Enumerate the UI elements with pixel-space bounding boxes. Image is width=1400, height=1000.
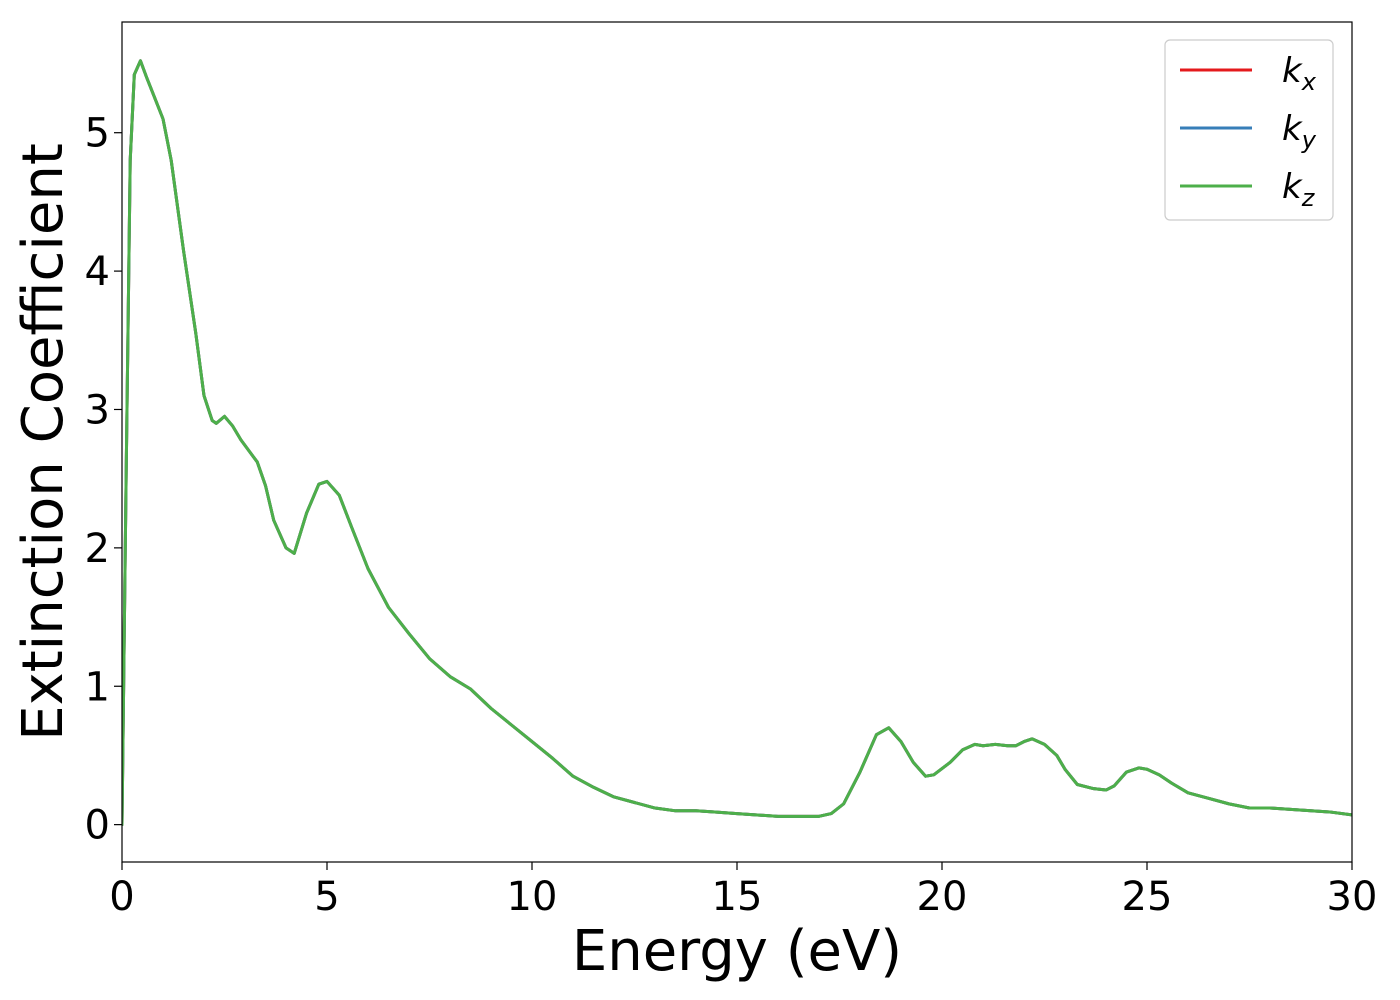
legend-entry-kx: kx (1180, 51, 1317, 96)
y-tick-label: 3 (85, 387, 110, 433)
y-axis-title: Extinction Coefficient (11, 143, 76, 741)
legend-label-subscript: y (1301, 126, 1317, 154)
legend-label-subscript: x (1301, 68, 1317, 96)
legend-label-subscript: z (1301, 184, 1316, 212)
legend-label-base: k (1282, 167, 1303, 207)
y-tick-label: 0 (85, 803, 110, 849)
x-tick-label: 25 (1122, 874, 1173, 920)
x-tick-label: 0 (109, 874, 134, 920)
legend-label: kz (1282, 167, 1316, 212)
legend-label-base: k (1282, 109, 1303, 149)
y-tick-label: 1 (85, 664, 110, 710)
x-tick-label: 30 (1327, 874, 1378, 920)
x-tick-label: 20 (917, 874, 968, 920)
legend-label-base: k (1282, 51, 1303, 91)
x-tick-label: 15 (712, 874, 763, 920)
y-tick-label: 2 (85, 526, 110, 572)
series-layer (122, 59, 1352, 827)
y-axis-ticks: 0 1 2 3 4 5 (85, 111, 122, 849)
series-line-kz (122, 59, 1352, 827)
legend-entry-ky: ky (1180, 109, 1317, 154)
y-tick-label: 5 (85, 111, 110, 157)
legend-box (1164, 39, 1334, 221)
legend-label: ky (1282, 109, 1317, 154)
legend-entry-kz: kz (1180, 167, 1316, 212)
x-axis-title: Energy (eV) (572, 919, 902, 984)
x-tick-label: 10 (507, 874, 558, 920)
y-tick-label: 4 (85, 249, 110, 295)
x-axis-ticks: 0 5 10 15 20 25 30 (109, 862, 1377, 920)
legend-label: kx (1282, 51, 1317, 96)
x-tick-label: 5 (314, 874, 339, 920)
